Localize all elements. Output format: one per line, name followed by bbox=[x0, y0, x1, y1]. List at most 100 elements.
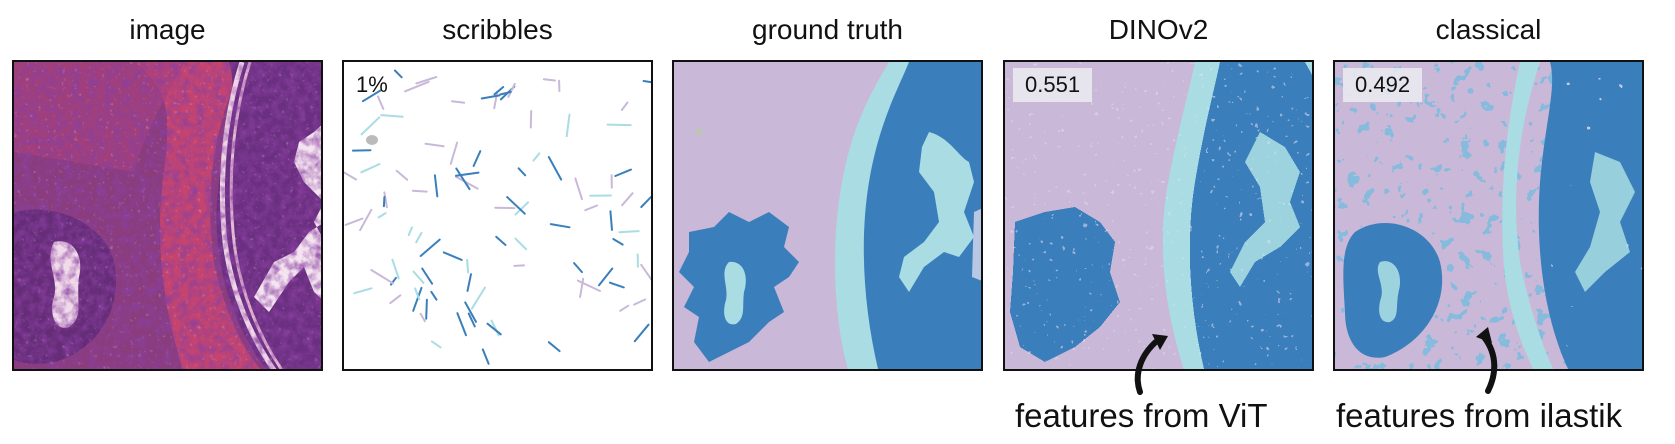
scribble-stroke bbox=[361, 89, 382, 103]
scribble-stroke bbox=[499, 91, 512, 96]
scribble-stroke bbox=[517, 167, 527, 177]
scribble-stroke bbox=[391, 258, 400, 280]
scribble-stroke bbox=[542, 78, 556, 82]
scribble-stroke bbox=[612, 238, 624, 246]
scribble-stroke bbox=[574, 177, 583, 201]
scribble-stroke bbox=[464, 301, 477, 323]
scribble-stroke bbox=[389, 294, 402, 305]
scribble-stroke bbox=[640, 263, 651, 281]
panel-scribbles: 1% bbox=[342, 60, 653, 371]
scribble-stroke bbox=[549, 223, 571, 229]
scribble-stroke bbox=[513, 264, 526, 267]
title-scribbles: scribbles bbox=[442, 14, 553, 45]
scribble-stroke bbox=[377, 95, 385, 110]
scribble-stroke bbox=[633, 298, 647, 306]
scribble-stroke bbox=[455, 167, 471, 191]
scribble-stroke bbox=[344, 217, 364, 226]
scribble-stroke bbox=[380, 114, 404, 118]
title-image: image bbox=[129, 14, 206, 45]
scribble-stroke bbox=[442, 251, 463, 261]
scribble-stroke bbox=[584, 204, 599, 212]
scribble-stroke bbox=[456, 312, 467, 337]
scribble-stroke bbox=[620, 101, 629, 111]
scribble-stroke bbox=[404, 80, 430, 93]
ground-truth-segmentation bbox=[674, 62, 981, 369]
scribble-stroke bbox=[455, 175, 479, 190]
scribble-stroke bbox=[412, 286, 423, 312]
scribble-stroke bbox=[493, 90, 499, 110]
scribble-stroke bbox=[359, 208, 373, 232]
title-dinov2: DINOv2 bbox=[1108, 14, 1209, 45]
dinov2-segmentation bbox=[1005, 62, 1312, 369]
scribble-stroke bbox=[393, 69, 403, 79]
scribble-stroke bbox=[495, 235, 507, 246]
scribble-stroke bbox=[466, 258, 470, 274]
scribble-stroke bbox=[344, 171, 357, 181]
scribble-stroke bbox=[606, 123, 632, 127]
scribble-stroke bbox=[493, 86, 505, 96]
scribble-stroke bbox=[451, 100, 466, 104]
scribble-stroke bbox=[360, 116, 381, 136]
scribble-stroke bbox=[383, 191, 388, 209]
scribble-stroke bbox=[424, 142, 445, 148]
scribble-stroke bbox=[514, 201, 530, 216]
scribble-stroke bbox=[467, 312, 476, 328]
scribble-stroke bbox=[565, 113, 571, 138]
scribble-stroke bbox=[412, 270, 425, 284]
scribble-stroke bbox=[547, 156, 563, 181]
scribble-stroke bbox=[353, 287, 373, 295]
scribble-stroke bbox=[614, 168, 632, 177]
scribble-blob bbox=[366, 135, 378, 145]
dinov2-score: 0.551 bbox=[1013, 68, 1093, 102]
scribble-stroke bbox=[514, 237, 528, 251]
panel-ground-truth bbox=[672, 60, 983, 371]
scribble-stroke bbox=[472, 150, 482, 167]
scribble-stroke bbox=[506, 196, 526, 215]
scribble-stroke bbox=[419, 312, 426, 323]
scribble-stroke bbox=[411, 189, 428, 193]
scribble-stroke bbox=[421, 267, 434, 285]
scribble-stroke bbox=[507, 82, 516, 98]
scribble-stroke bbox=[425, 298, 428, 320]
scribble-stroke bbox=[377, 212, 387, 219]
scribble-stroke bbox=[395, 169, 409, 181]
panel-classical: 0.492 bbox=[1333, 60, 1644, 371]
scribble-stroke bbox=[481, 348, 490, 365]
scribble-stroke bbox=[609, 210, 613, 231]
title-classical: classical bbox=[1435, 14, 1542, 45]
scribble-stroke bbox=[640, 195, 651, 208]
title-ground-truth: ground truth bbox=[752, 14, 903, 45]
panel-dinov2: 0.551 bbox=[1003, 60, 1314, 371]
scribble-stroke bbox=[419, 238, 441, 257]
scribble-stroke bbox=[370, 269, 394, 285]
scribble-stroke bbox=[415, 76, 438, 85]
scribble-stroke bbox=[618, 230, 640, 234]
panel-image bbox=[12, 60, 323, 371]
classical-segmentation bbox=[1335, 62, 1642, 369]
scribble-stroke bbox=[466, 273, 472, 292]
scribble-stroke bbox=[576, 279, 601, 292]
scribble-stroke bbox=[621, 192, 634, 207]
scribble-stroke bbox=[547, 341, 561, 353]
scribble-stroke bbox=[486, 322, 502, 336]
annotation-arrow-dinov2 bbox=[1134, 334, 1168, 395]
histology-image bbox=[14, 62, 321, 369]
classical-score: 0.492 bbox=[1343, 68, 1423, 102]
scribble-stroke bbox=[642, 80, 651, 84]
scribble-stroke bbox=[430, 340, 442, 349]
scribble-stroke bbox=[470, 286, 486, 310]
scribbles-canvas bbox=[344, 69, 651, 365]
annotation-dinov2-label: features from ViT bbox=[1015, 397, 1268, 434]
scribble-stroke bbox=[407, 226, 413, 237]
scribble-stroke bbox=[415, 231, 423, 244]
scribble-stroke bbox=[608, 281, 625, 289]
scribble-stroke bbox=[598, 267, 614, 287]
annotation-arrow-classical bbox=[1476, 327, 1498, 394]
scribble-stroke bbox=[633, 323, 650, 343]
scribble-stroke bbox=[360, 163, 381, 174]
scribble-stroke bbox=[532, 152, 541, 162]
scribble-stroke bbox=[619, 304, 630, 312]
scribble-stroke bbox=[455, 171, 480, 177]
scribble-stroke bbox=[480, 94, 501, 100]
scribble-stroke bbox=[573, 262, 583, 274]
